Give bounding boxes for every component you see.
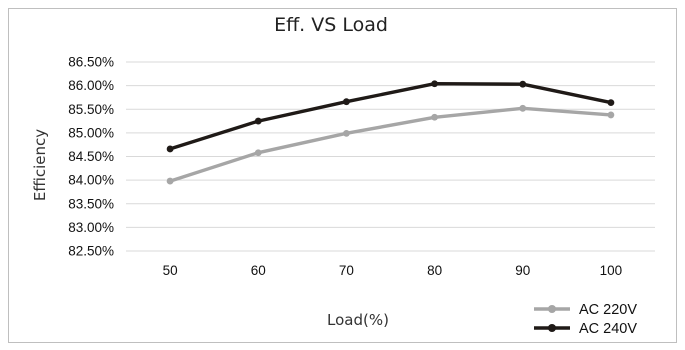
x-axis-ticks: 50 60 70 80 90 100 bbox=[163, 263, 623, 278]
chart-title: Eff. VS Load bbox=[274, 14, 388, 36]
data-point bbox=[607, 99, 615, 107]
gridlines bbox=[126, 61, 655, 252]
y-tick-label: 85.50% bbox=[68, 102, 114, 117]
data-point bbox=[431, 113, 438, 121]
chart-border bbox=[8, 8, 677, 343]
data-point bbox=[519, 104, 527, 112]
y-axis-title: Efficiency bbox=[31, 129, 49, 201]
y-tick-label: 84.00% bbox=[68, 173, 114, 188]
legend-label: AC 240V bbox=[579, 321, 637, 337]
legend-item: AC 220V bbox=[534, 302, 637, 318]
x-tick-label: 70 bbox=[339, 263, 354, 278]
series-line bbox=[168, 106, 613, 183]
x-tick-label: 50 bbox=[163, 263, 178, 278]
y-tick-label: 85.00% bbox=[68, 125, 114, 140]
series-lines bbox=[166, 80, 615, 185]
x-tick-label: 100 bbox=[600, 263, 623, 278]
y-tick-label: 84.50% bbox=[68, 149, 114, 164]
series-line bbox=[168, 81, 613, 151]
y-tick-label: 83.00% bbox=[68, 220, 114, 235]
legend-marker bbox=[548, 305, 556, 313]
data-point bbox=[166, 177, 174, 185]
y-tick-label: 83.50% bbox=[68, 196, 114, 211]
data-point bbox=[519, 80, 527, 88]
series-1 bbox=[166, 104, 615, 185]
x-tick-label: 90 bbox=[515, 263, 530, 278]
data-point bbox=[343, 129, 350, 137]
data-point bbox=[254, 117, 262, 125]
legend-marker bbox=[548, 324, 556, 332]
y-axis-ticks: 82.50% 83.00% 83.50% 84.00% 84.50% 85.00% 85.5… bbox=[68, 55, 114, 259]
legend-item: AC 240V bbox=[534, 321, 637, 337]
data-point bbox=[166, 145, 174, 153]
series-2 bbox=[166, 80, 615, 153]
x-tick-label: 60 bbox=[251, 263, 266, 278]
data-point bbox=[431, 80, 438, 88]
data-point bbox=[343, 98, 350, 106]
x-axis-title: Load(%) bbox=[327, 311, 389, 329]
y-tick-label: 82.50% bbox=[68, 244, 114, 259]
y-tick-label: 86.50% bbox=[68, 55, 114, 70]
legend: AC 220V AC 240V bbox=[534, 302, 637, 337]
x-tick-label: 80 bbox=[427, 263, 442, 278]
y-tick-label: 86.00% bbox=[68, 78, 114, 93]
legend-label: AC 220V bbox=[579, 302, 637, 318]
data-point bbox=[254, 149, 262, 157]
data-point bbox=[607, 111, 615, 119]
